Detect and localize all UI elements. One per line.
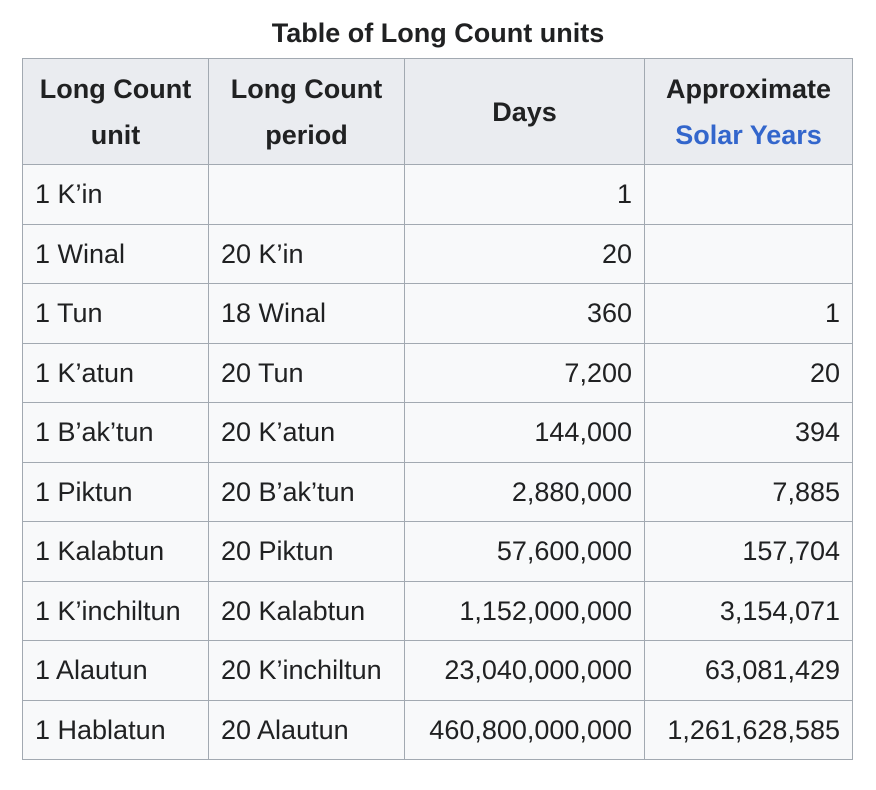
cell-days: 20 xyxy=(404,223,645,284)
table-row: 1 Kalabtun 20 Piktun 57,600,000 157,704 xyxy=(22,521,853,582)
cell-period: 20 K’inchiltun xyxy=(208,640,405,701)
cell-solar-years: 63,081,429 xyxy=(644,640,853,701)
cell-period: 20 K’atun xyxy=(208,402,405,463)
cell-days: 2,880,000 xyxy=(404,461,645,522)
header-unit-line2: unit xyxy=(90,119,141,150)
table-row: 1 Alautun 20 K’inchiltun 23,040,000,000 63,… xyxy=(22,640,853,701)
table-body: 1 K’in 1 1 Winal 20 K’in 20 1 Tun 18 Winal 360 1… xyxy=(22,164,853,760)
cell-period: 18 Winal xyxy=(208,283,405,344)
cell-days: 23,040,000,000 xyxy=(404,640,645,701)
cell-solar-years: 157,704 xyxy=(644,521,853,582)
cell-unit: 1 Tun xyxy=(22,283,209,344)
cell-period: 20 Piktun xyxy=(208,521,405,582)
cell-unit: 1 Winal xyxy=(22,223,209,284)
cell-period: 20 Kalabtun xyxy=(208,580,405,641)
cell-period: 20 Alautun xyxy=(208,699,405,760)
header-approximate-solar-years: Approximate Solar Years xyxy=(644,58,853,165)
cell-unit: 1 Kalabtun xyxy=(22,521,209,582)
header-row: Long Count unit Long Count period Days A… xyxy=(22,58,853,165)
table-row: 1 Piktun 20 B’ak’tun 2,880,000 7,885 xyxy=(22,461,853,522)
table-row: 1 Hablatun 20 Alautun 460,800,000,000 1,261… xyxy=(22,699,853,760)
cell-days: 57,600,000 xyxy=(404,521,645,582)
long-count-table: Long Count unit Long Count period Days A… xyxy=(22,58,853,760)
header-long-count-unit: Long Count unit xyxy=(22,58,209,165)
solar-years-link[interactable]: Solar Years xyxy=(675,119,822,150)
cell-unit: 1 K’atun xyxy=(22,342,209,403)
cell-solar-years xyxy=(644,164,853,225)
cell-unit: 1 Alautun xyxy=(22,640,209,701)
table-caption: Table of Long Count units xyxy=(271,18,605,48)
header-period-line2: period xyxy=(265,119,348,150)
cell-solar-years: 3,154,071 xyxy=(644,580,853,641)
cell-period: 20 Tun xyxy=(208,342,405,403)
cell-unit: 1 Piktun xyxy=(22,461,209,522)
cell-unit: 1 K’inchiltun xyxy=(22,580,209,641)
header-days-label: Days xyxy=(492,96,557,127)
cell-solar-years: 7,885 xyxy=(644,461,853,522)
cell-days: 7,200 xyxy=(404,342,645,403)
header-years-line1: Approximate xyxy=(665,73,832,104)
cell-solar-years: 20 xyxy=(644,342,853,403)
cell-days: 1,152,000,000 xyxy=(404,580,645,641)
cell-unit: 1 K’in xyxy=(22,164,209,225)
cell-days: 144,000 xyxy=(404,402,645,463)
table-row: 1 K’atun 20 Tun 7,200 20 xyxy=(22,342,853,403)
header-long-count-period: Long Count period xyxy=(208,58,405,165)
table-row: 1 K’in 1 xyxy=(22,164,853,225)
table-row: 1 Winal 20 K’in 20 xyxy=(22,223,853,284)
table-row: 1 B’ak’tun 20 K’atun 144,000 394 xyxy=(22,402,853,463)
cell-period: 20 K’in xyxy=(208,223,405,284)
cell-period: 20 B’ak’tun xyxy=(208,461,405,522)
cell-unit: 1 Hablatun xyxy=(22,699,209,760)
header-period-line1: Long Count xyxy=(230,73,383,104)
cell-unit: 1 B’ak’tun xyxy=(22,402,209,463)
table-row: 1 Tun 18 Winal 360 1 xyxy=(22,283,853,344)
cell-solar-years: 394 xyxy=(644,402,853,463)
cell-days: 460,800,000,000 xyxy=(404,699,645,760)
cell-solar-years: 1,261,628,585 xyxy=(644,699,853,760)
cell-days: 360 xyxy=(404,283,645,344)
cell-days: 1 xyxy=(404,164,645,225)
cell-solar-years xyxy=(644,223,853,284)
header-days: Days xyxy=(404,58,645,165)
cell-period xyxy=(208,164,405,225)
header-unit-line1: Long Count xyxy=(39,73,192,104)
table-row: 1 K’inchiltun 20 Kalabtun 1,152,000,000 3,1… xyxy=(22,580,853,641)
cell-solar-years: 1 xyxy=(644,283,853,344)
